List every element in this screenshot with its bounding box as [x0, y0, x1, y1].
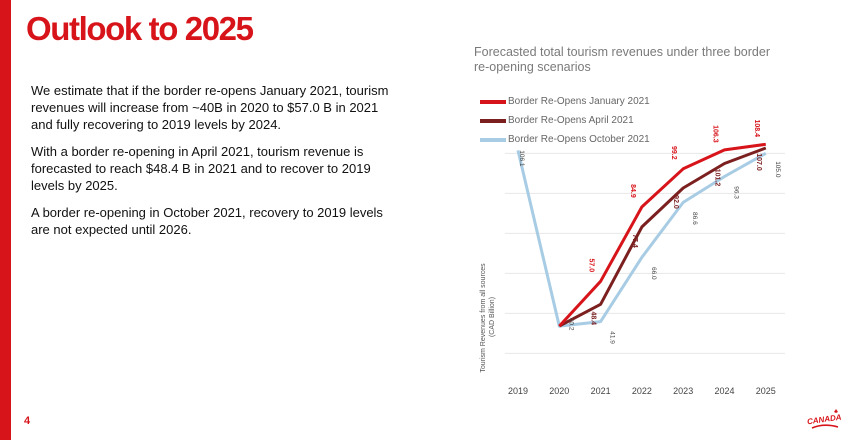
slide-title: Outlook to 2025	[26, 10, 254, 47]
data-label: 77.4	[631, 234, 638, 248]
data-labels: 57.0 84.9 99.2 106.3 108.4 48.4 77.4 92.0 101.2 1…	[518, 120, 781, 345]
data-label: 48.4	[590, 311, 597, 325]
paragraph-january: We estimate that if the border re-opens …	[31, 83, 389, 132]
chart-legend: Border Re-Opens January 2021 Border Re-O…	[480, 92, 650, 149]
data-label: 101.2	[714, 169, 721, 187]
legend-item-april: Border Re-Opens April 2021	[480, 111, 650, 130]
data-label: 106.3	[712, 125, 719, 143]
legend-label-october: Border Re-Opens October 2021	[508, 134, 650, 145]
chart-title: Forecasted total tourism revenues under …	[474, 45, 770, 74]
series-line-april	[558, 146, 767, 328]
legend-label-january: Border Re-Opens January 2021	[508, 96, 650, 107]
legend-swatch-april	[480, 118, 506, 123]
series-line-january	[558, 142, 767, 328]
data-label: 57.0	[588, 259, 595, 273]
data-label: 84.9	[629, 184, 636, 198]
data-label: 92.0	[672, 195, 679, 209]
paragraph-april: With a border re-opening in April 2021, …	[31, 144, 371, 193]
data-label: 40.2	[567, 318, 574, 331]
x-tick-label: 2019	[508, 386, 528, 396]
series-lines	[516, 142, 767, 328]
x-tick-label: 2023	[673, 386, 693, 396]
legend-swatch-october	[480, 137, 506, 142]
legend-swatch-january	[480, 99, 506, 104]
x-tick-label: 2021	[591, 386, 611, 396]
data-label: 41.9	[609, 331, 616, 344]
data-label: 96.3	[733, 186, 740, 199]
paragraph-october: A border re-opening in October 2021, rec…	[31, 205, 383, 237]
grid-lines	[505, 152, 785, 354]
y-axis-label: Tourism Revenues from all sources (CAD B…	[480, 261, 496, 372]
body-text: We estimate that if the border re-opens …	[31, 82, 401, 248]
page-number: 4	[24, 415, 31, 427]
data-label: 99.2	[670, 146, 677, 160]
data-label: 86.6	[691, 212, 698, 225]
data-label: 107.0	[755, 153, 762, 171]
data-label: 106.1	[518, 150, 525, 167]
x-tick-label: 2024	[714, 386, 734, 396]
data-label: 66.0	[650, 267, 657, 280]
canada-wordmark-logo: CANADA	[806, 409, 842, 429]
series-line-october	[516, 150, 767, 328]
legend-item-january: Border Re-Opens January 2021	[480, 92, 650, 111]
legend-item-october: Border Re-Opens October 2021	[480, 130, 650, 149]
x-tick-label: 2022	[632, 386, 652, 396]
x-tick-labels: 2019 2020 2021 2022 2023 2024 2025	[508, 386, 776, 396]
data-label: 105.0	[774, 161, 781, 178]
legend-label-april: Border Re-Opens April 2021	[508, 115, 634, 126]
left-accent-bar	[0, 0, 11, 440]
svg-text:CANADA: CANADA	[806, 413, 842, 427]
data-label: 108.4	[753, 120, 760, 138]
x-tick-label: 2025	[756, 386, 776, 396]
x-tick-label: 2020	[549, 386, 569, 396]
